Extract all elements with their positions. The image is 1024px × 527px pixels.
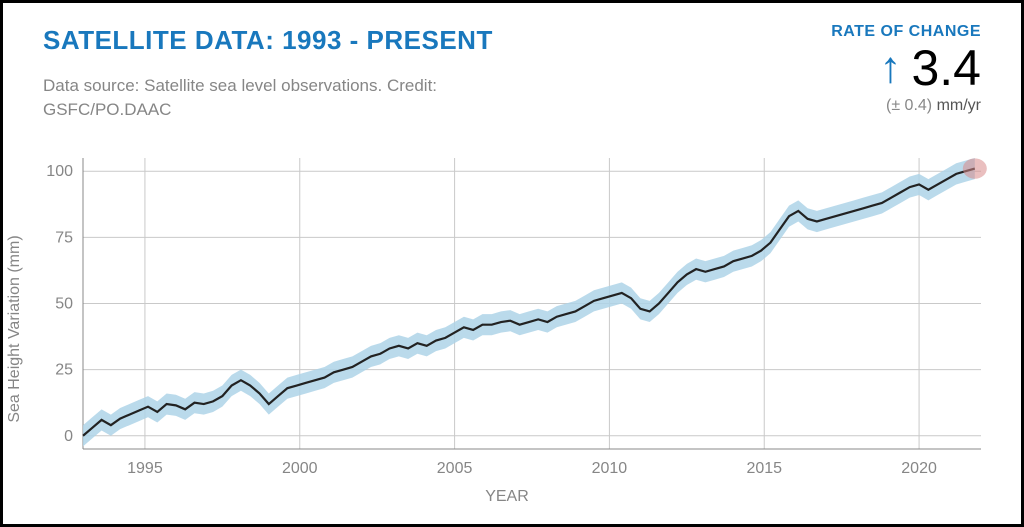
svg-text:1995: 1995 bbox=[127, 460, 163, 477]
rate-unit-text: mm/yr bbox=[937, 97, 981, 114]
svg-text:2010: 2010 bbox=[592, 460, 628, 477]
rate-unit: (± 0.4) mm/yr bbox=[831, 97, 981, 115]
svg-text:0: 0 bbox=[64, 428, 73, 445]
rate-uncertainty: (± 0.4) bbox=[886, 97, 932, 114]
svg-text:2005: 2005 bbox=[437, 460, 473, 477]
rate-value: 3.4 bbox=[911, 43, 981, 93]
rate-of-change-block: RATE OF CHANGE ↑ 3.4 (± 0.4) mm/yr bbox=[831, 23, 981, 115]
svg-text:50: 50 bbox=[55, 296, 73, 313]
chart-svg: 0 25 50 75 100 1995 2000 2005 2010 2015 2020 bbox=[23, 153, 991, 504]
svg-text:25: 25 bbox=[55, 362, 73, 379]
svg-text:2020: 2020 bbox=[901, 460, 937, 477]
svg-text:75: 75 bbox=[55, 229, 73, 246]
rate-label: RATE OF CHANGE bbox=[831, 23, 981, 41]
y-axis-label: Sea Height Variation (mm) bbox=[6, 235, 24, 422]
chart-subtitle: Data source: Satellite sea level observa… bbox=[43, 74, 563, 122]
svg-text:2000: 2000 bbox=[282, 460, 318, 477]
chart-area: Sea Height Variation (mm) YEAR 025507510… bbox=[23, 153, 991, 504]
svg-text:2015: 2015 bbox=[746, 460, 782, 477]
arrow-up-icon: ↑ bbox=[879, 46, 901, 90]
svg-text:100: 100 bbox=[46, 163, 73, 180]
